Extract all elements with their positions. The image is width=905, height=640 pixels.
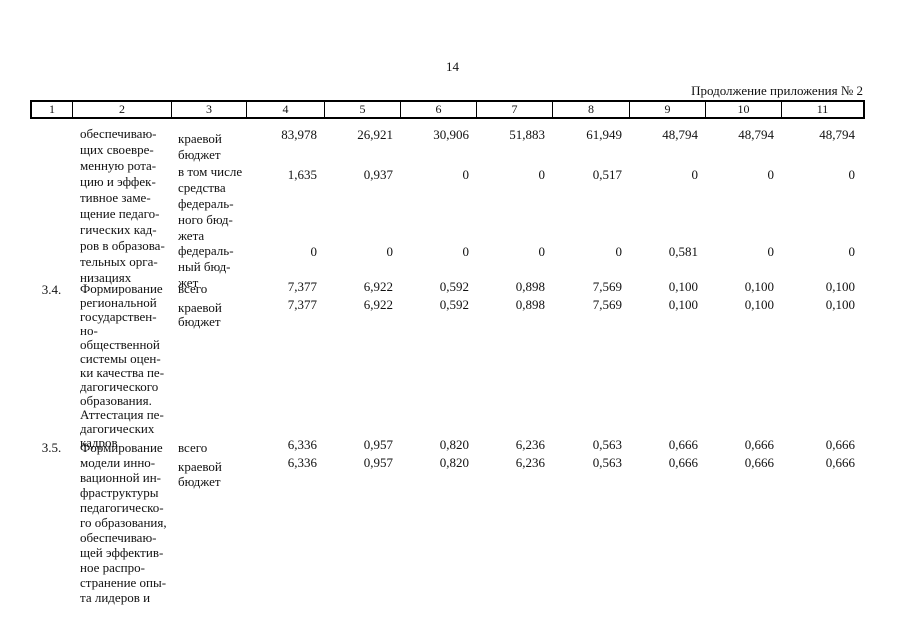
column-header: 1 [32, 102, 73, 117]
value-cell: 0,898 [515, 279, 545, 294]
appendix-continuation-note: Продолжение приложения № 2 [691, 83, 863, 98]
value-cell: 0,100 [825, 297, 855, 312]
page-number: 14 [446, 59, 459, 74]
value-cell: 26,921 [357, 127, 393, 142]
budget-source-label: всего [178, 281, 208, 296]
value-cell: 0 [767, 167, 775, 182]
table-row: 0 0 0 0 0 0,581 0 0 [247, 244, 863, 260]
column-header: 9 [630, 102, 706, 117]
value-cell: 0,820 [439, 437, 469, 452]
value-cell: 0,957 [363, 437, 393, 452]
table-row: 83,978 26,921 30,906 51,883 61,949 48,79… [247, 127, 863, 143]
value-cell: 7,569 [592, 297, 622, 312]
value-cell: 0,592 [439, 297, 469, 312]
value-cell: 48,794 [738, 127, 774, 142]
value-cell: 0,898 [515, 297, 545, 312]
value-cell: 0,957 [363, 455, 393, 470]
value-cell: 7,569 [592, 279, 622, 294]
budget-source-label: всего [178, 440, 208, 455]
value-cell: 7,377 [287, 279, 317, 294]
row-number: 3.4. [41, 282, 62, 297]
value-cell: 0 [462, 167, 470, 182]
budget-source-label: краевой бюджет [178, 131, 222, 162]
value-cell: 0 [615, 244, 623, 259]
value-cell: 6,336 [287, 455, 317, 470]
budget-source-label: федераль- ный бюд- жет [178, 243, 234, 290]
value-cell: 30,906 [433, 127, 469, 142]
value-cell: 0 [767, 244, 775, 259]
value-cell: 0,563 [592, 437, 622, 452]
value-cell: 6,336 [287, 437, 317, 452]
value-cell: 0,100 [744, 279, 774, 294]
budget-source-label: краевой бюджет [178, 459, 222, 489]
activity-name: обеспечиваю- щих своевре- менную рота- ц… [80, 126, 165, 285]
table-row: 6,336 0,957 0,820 6,236 0,563 0,666 0,66… [247, 455, 863, 471]
value-cell: 0,563 [592, 455, 622, 470]
value-cell: 61,949 [586, 127, 622, 142]
value-cell: 6,922 [363, 279, 393, 294]
value-cell: 48,794 [819, 127, 855, 142]
value-cell: 6,922 [363, 297, 393, 312]
value-cell: 0 [538, 244, 546, 259]
column-header: 7 [477, 102, 553, 117]
value-cell: 0,517 [592, 167, 622, 182]
table-row: 1,635 0,937 0 0 0,517 0 0 0 [247, 167, 863, 183]
table-column-header-row: 1 2 3 4 5 6 7 8 9 10 11 [30, 100, 865, 119]
value-cell: 0 [848, 244, 856, 259]
value-cell: 1,635 [287, 167, 317, 182]
column-header: 10 [706, 102, 782, 117]
value-cell: 0 [462, 244, 470, 259]
value-cell: 0,666 [825, 437, 855, 452]
value-cell: 0,666 [668, 437, 698, 452]
value-cell: 0,100 [744, 297, 774, 312]
value-cell: 0,100 [668, 279, 698, 294]
activity-name: Формирование модели инно- вационной ин- … [80, 440, 167, 605]
value-cell: 0,666 [668, 455, 698, 470]
value-cell: 7,377 [287, 297, 317, 312]
column-header: 8 [553, 102, 630, 117]
row-number: 3.5. [41, 440, 62, 455]
budget-source-label: в том числе средства федераль- ного бюд-… [178, 164, 243, 243]
column-header: 5 [325, 102, 401, 117]
column-header: 4 [247, 102, 325, 117]
column-header: 11 [816, 102, 829, 116]
value-cell: 0,666 [825, 455, 855, 470]
value-cell: 6,236 [515, 455, 545, 470]
value-cell: 0,820 [439, 455, 469, 470]
value-cell: 0,666 [744, 455, 774, 470]
value-cell: 83,978 [281, 127, 317, 142]
column-header: 3 [172, 102, 247, 117]
value-cell: 0 [310, 244, 318, 259]
value-cell: 0,937 [363, 167, 393, 182]
value-cell: 6,236 [515, 437, 545, 452]
value-cell: 0,581 [668, 244, 698, 259]
column-header: 6 [401, 102, 477, 117]
table-row: 6,336 0,957 0,820 6,236 0,563 0,666 0,66… [247, 437, 863, 453]
value-cell: 0 [386, 244, 394, 259]
value-cell: 0,666 [744, 437, 774, 452]
value-cell: 0,592 [439, 279, 469, 294]
activity-name: Формирование региональной государствен- … [80, 281, 165, 450]
value-cell: 0,100 [825, 279, 855, 294]
value-cell: 0,100 [668, 297, 698, 312]
value-cell: 48,794 [662, 127, 698, 142]
column-header: 2 [73, 102, 172, 117]
value-cell: 0 [848, 167, 856, 182]
value-cell: 0 [538, 167, 546, 182]
value-cell: 0 [691, 167, 699, 182]
budget-source-label: краевой бюджет [178, 300, 222, 329]
value-cell: 51,883 [509, 127, 545, 142]
table-row: 7,377 6,922 0,592 0,898 7,569 0,100 0,10… [247, 297, 863, 313]
table-row: 7,377 6,922 0,592 0,898 7,569 0,100 0,10… [247, 279, 863, 295]
